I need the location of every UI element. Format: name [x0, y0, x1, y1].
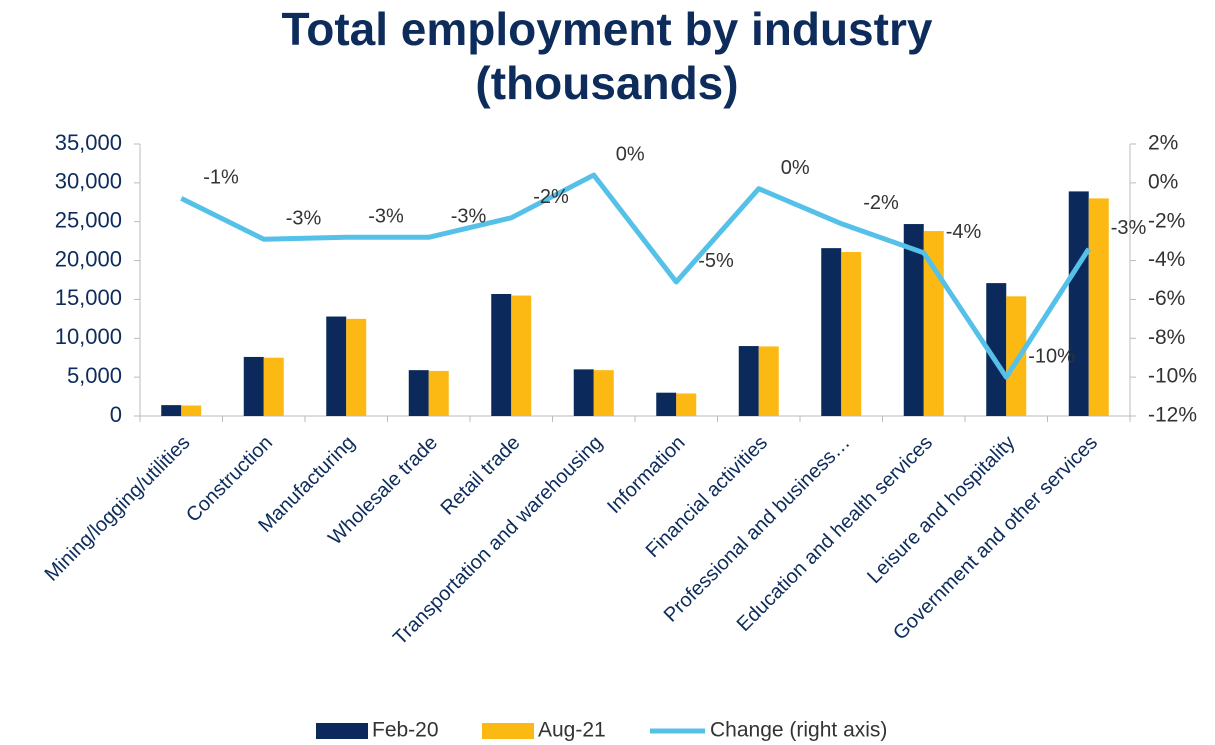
y-tick-label: 15,000	[55, 285, 122, 310]
bar	[903, 224, 924, 416]
bar	[738, 346, 759, 416]
legend-swatch	[482, 723, 534, 739]
bar	[841, 252, 862, 416]
y-tick-label: 30,000	[55, 169, 122, 194]
x-tick-label: Mining/logging/utilities	[41, 432, 195, 586]
data-label: -3%	[286, 207, 322, 229]
legend-label: Aug-21	[538, 719, 606, 742]
bar	[1068, 191, 1089, 416]
data-label: -3%	[451, 206, 487, 228]
chart-title: Total employment by industry (thousands)	[281, 3, 933, 109]
bar	[656, 392, 677, 416]
y2-tick-label: -10%	[1148, 365, 1197, 388]
data-label: -4%	[946, 221, 982, 243]
bar	[511, 295, 532, 416]
data-label: -3%	[1111, 217, 1147, 239]
y-tick-label: 35,000	[55, 130, 122, 155]
bar	[758, 346, 779, 416]
bar	[408, 370, 429, 416]
bar	[573, 369, 594, 416]
y2-tick-label: -4%	[1148, 248, 1185, 271]
y-tick-label: 0	[110, 402, 122, 427]
legend-label: Change (right axis)	[710, 719, 887, 742]
bar	[428, 370, 449, 416]
y2-tick-label: -2%	[1148, 209, 1185, 232]
bar	[161, 405, 182, 416]
data-label: -5%	[698, 250, 734, 272]
y-tick-label: 25,000	[55, 208, 122, 233]
data-label: 0%	[781, 157, 810, 179]
y-tick-label: 10,000	[55, 324, 122, 349]
bar	[346, 318, 367, 416]
x-tick-label: Leisure and hospitality	[863, 432, 1019, 588]
x-tick-label: Retail trade	[437, 432, 525, 520]
y2-tick-label: -6%	[1148, 287, 1185, 310]
bar	[676, 393, 697, 416]
bar	[1006, 296, 1027, 416]
data-label: -1%	[203, 167, 239, 189]
line	[180, 172, 1091, 380]
bar	[491, 293, 512, 416]
y-tick-label: 20,000	[55, 246, 122, 271]
data-label: -10%	[1028, 345, 1075, 367]
y2-tick-label: 0%	[1148, 170, 1178, 193]
data-label: 0%	[616, 143, 645, 165]
data-label: -3%	[368, 206, 404, 228]
x-tick-label: Information	[603, 432, 689, 518]
bar	[326, 316, 347, 416]
legend-label: Feb-20	[372, 719, 439, 742]
y-tick-label: 5,000	[67, 363, 122, 388]
bar	[593, 370, 614, 416]
y2-tick-label: -8%	[1148, 326, 1185, 349]
y2-tick-label: 2%	[1148, 132, 1178, 155]
legend-swatch	[316, 723, 368, 739]
bar	[1088, 198, 1109, 416]
data-label: -2%	[533, 186, 569, 208]
data-label: -2%	[863, 192, 899, 214]
bar	[243, 356, 264, 416]
bar	[821, 248, 842, 416]
y2-tick-label: -12%	[1148, 404, 1197, 427]
bar	[263, 357, 284, 416]
bar	[181, 405, 202, 416]
bar	[986, 283, 1007, 416]
